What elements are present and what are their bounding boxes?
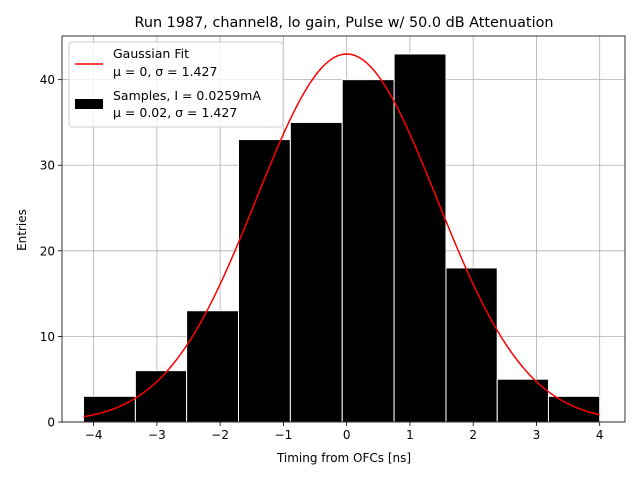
x-tick-label-4: 0 [343, 428, 351, 442]
x-tick-label-3: −1 [275, 428, 293, 442]
legend-samples-params: μ = 0.02, σ = 1.427 [113, 105, 237, 120]
legend-fit-label: Gaussian Fit [113, 46, 189, 61]
histogram-bar-8 [496, 378, 549, 423]
x-tick-label-6: 2 [469, 428, 477, 442]
x-axis-ticks: −4 −3 −2 −1 0 1 2 3 4 [85, 422, 604, 442]
x-tick-label-2: −2 [211, 428, 229, 442]
axes-frame [61, 35, 626, 423]
y-tick-label-3: 30 [40, 159, 55, 173]
y-axis-ticks: 0 10 20 30 40 [40, 73, 62, 430]
histogram-bar-4 [289, 121, 343, 423]
histogram-bar-2 [186, 310, 239, 423]
y-axis-label: Entries [15, 209, 29, 251]
x-tick-label-0: −4 [85, 428, 103, 442]
histogram-bar-9 [547, 395, 601, 423]
x-tick-label-5: 1 [406, 428, 414, 442]
histogram-bars [83, 53, 601, 423]
histogram-bar-6 [393, 53, 447, 423]
y-tick-label-4: 40 [40, 73, 55, 87]
legend-samples-swatch [75, 99, 103, 109]
y-tick-label-1: 10 [40, 330, 55, 344]
y-tick-label-0: 0 [47, 416, 55, 430]
gaussian-fit-curve [83, 53, 600, 418]
histogram-bar-0 [83, 395, 136, 423]
histogram-bar-3 [237, 139, 291, 423]
histogram-bar-5 [341, 79, 395, 423]
histogram-bar-7 [445, 267, 498, 423]
x-tick-label-7: 3 [533, 428, 541, 442]
x-tick-label-8: 4 [596, 428, 604, 442]
legend: Gaussian Fit μ = 0, σ = 1.427 Samples, I… [68, 41, 284, 128]
legend-box [68, 41, 284, 128]
legend-fit-params: μ = 0, σ = 1.427 [113, 64, 217, 79]
y-tick-label-2: 20 [40, 244, 55, 258]
x-tick-label-1: −3 [148, 428, 166, 442]
legend-samples-label: Samples, I = 0.0259mA [113, 88, 261, 103]
chart-title: Run 1987, channel8, lo gain, Pulse w/ 50… [135, 15, 554, 31]
x-axis-label: Timing from OFCs [ns] [276, 451, 411, 465]
